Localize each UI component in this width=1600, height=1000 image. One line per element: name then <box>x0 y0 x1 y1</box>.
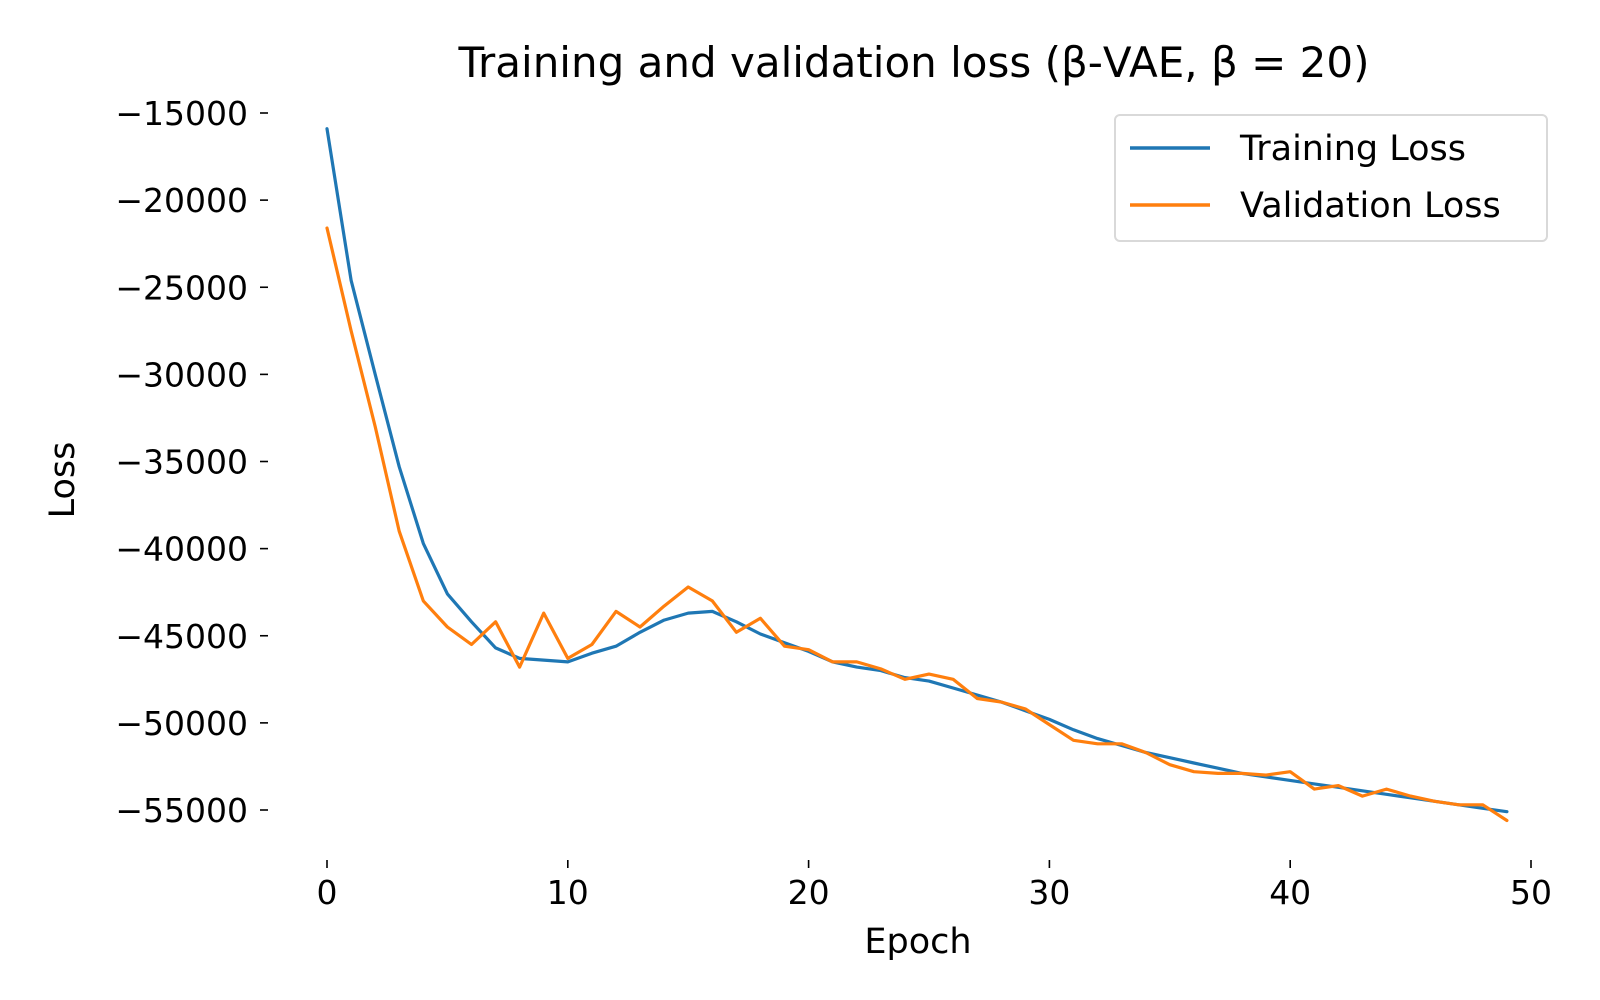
legend: Training Loss Validation Loss <box>1114 114 1548 242</box>
x-tick-label: 20 <box>788 873 830 912</box>
x-tick-label: 40 <box>1269 873 1311 912</box>
y-tick-label: −35000 <box>115 443 248 482</box>
chart-title: Training and validation loss (β-VAE, β =… <box>458 38 1370 87</box>
y-tick-label: −45000 <box>115 617 248 656</box>
series-line-validation <box>325 226 1509 823</box>
y-axis-ticks: −15000 −20000 −25000 −30000 −35000 −40000 −450… <box>115 94 268 830</box>
y-tick-label: −30000 <box>115 355 248 394</box>
y-tick-label: −15000 <box>115 94 248 133</box>
x-tick-label: 0 <box>317 873 338 912</box>
legend-label-training: Training Loss <box>1239 129 1466 169</box>
x-tick-label: 30 <box>1028 873 1070 912</box>
y-tick-label: −25000 <box>115 268 248 307</box>
legend-label-validation: Validation Loss <box>1240 186 1501 226</box>
y-tick-label: −40000 <box>115 530 248 569</box>
x-tick-label: 10 <box>547 873 589 912</box>
x-axis-label: Epoch <box>864 922 971 962</box>
y-tick-label: −20000 <box>115 181 248 220</box>
x-axis-ticks: 0 10 20 30 40 50 <box>317 860 1552 912</box>
series-lines <box>325 127 1509 823</box>
y-tick-label: −50000 <box>115 704 248 743</box>
y-axis-label: Loss <box>43 442 83 519</box>
x-tick-label: 50 <box>1510 873 1552 912</box>
legend-frame <box>1114 114 1548 242</box>
y-tick-label: −55000 <box>115 791 248 830</box>
